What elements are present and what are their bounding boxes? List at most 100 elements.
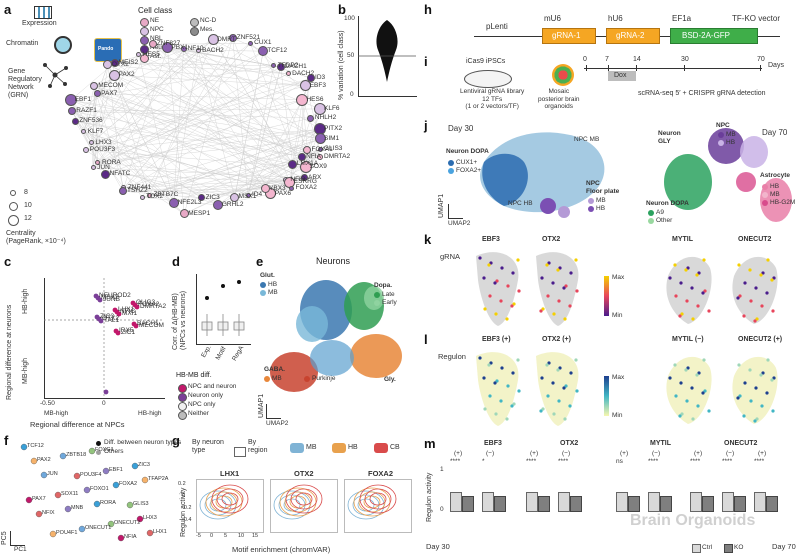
grn-edge [107, 64, 308, 151]
grn-edge [173, 50, 199, 203]
grn-node [68, 107, 77, 116]
grn-edge [183, 49, 272, 195]
umap-point [541, 407, 545, 411]
grn-edge [249, 43, 305, 179]
panel-c-label: c [4, 254, 12, 269]
c-point [133, 323, 139, 329]
h-hu6: hU6 [608, 14, 623, 23]
umap-point [489, 261, 493, 265]
grn-edge [91, 85, 306, 144]
f-point [20, 443, 28, 451]
f-gene-label: NFIA [124, 534, 137, 540]
e-item-label: Early [382, 299, 397, 306]
umap-point [482, 376, 486, 380]
chromatin-icon [54, 36, 72, 54]
grn-edge [184, 163, 293, 215]
c-gene-label: NFIC [120, 308, 136, 315]
centrality-12-dot [8, 215, 19, 226]
umap-point [551, 281, 555, 285]
grn-node [307, 74, 316, 83]
panel-i-label: i [424, 54, 428, 69]
grn-gene-label: ZBTB7C [153, 191, 179, 199]
umap-point [547, 361, 551, 365]
grn-gene-label: NF10 [187, 45, 204, 53]
umap-point [707, 409, 711, 413]
grn-node [228, 34, 237, 43]
umap-point [562, 386, 566, 390]
umap-point [737, 363, 741, 367]
grn-gene-label: NFIB [290, 176, 306, 183]
d-legend-dot [178, 402, 187, 411]
g-contour [199, 490, 237, 520]
umap-title: MYTIL [672, 236, 693, 243]
m-legend-ctrl: Ctrl [702, 544, 713, 551]
panel-c: NEUROD2 OLIG3 LHX1 ZIC3 BACH1 IRX5 MSX2 FOXA2 NF… [0, 254, 170, 434]
umap-point [766, 358, 770, 362]
grn-edge [234, 51, 264, 198]
g-region-swatch [332, 443, 346, 453]
f-gene-label: SOX11 [61, 491, 79, 497]
j-item-dot [762, 192, 768, 198]
centrality-label: Centrality (PageRank, ×10⁻⁴) [6, 230, 66, 245]
i-day-label: 14 [633, 56, 641, 63]
grn-edge [114, 75, 321, 157]
c-mb-high-x: MB-high [44, 410, 69, 417]
umap-point [539, 309, 543, 313]
grn-node [296, 93, 309, 106]
panel-i: iCas9 iPSCs Lentiviral gRNA library 12 T… [424, 54, 800, 116]
cellclass-dot [140, 27, 149, 36]
c-gene-label: OTX2 [102, 315, 119, 322]
grn-gene-label: GRHL2 [221, 200, 244, 208]
grn-edge [114, 75, 150, 196]
grn-node [285, 71, 291, 77]
d-cat-exp: Exp. [200, 344, 213, 359]
grn-edge [307, 108, 321, 151]
j-item-label: HB [770, 183, 780, 190]
j-item-label: CUX1+ [456, 159, 478, 166]
h-bsd-box [670, 28, 758, 44]
umap-plot [666, 256, 712, 324]
grn-gene-label: PAX2 [118, 71, 135, 79]
grn-gene-label: TFDP2 [277, 61, 299, 69]
h-grna2-box [606, 28, 660, 44]
grn-gene-label: ZIC3 [205, 193, 220, 201]
m-stars: **** [526, 458, 537, 465]
f-gene-label: LHX1 [153, 529, 167, 535]
i-dox-box [608, 71, 636, 81]
umap-point [511, 371, 515, 375]
e-item-dot [374, 300, 380, 306]
panel-g: By neuron type By region MB HB CB LHX1 OTX2… [172, 433, 422, 555]
umap-point [765, 291, 769, 295]
g-contour [353, 487, 391, 517]
g-contour [369, 492, 387, 506]
m-box-ko [628, 496, 640, 512]
f-gene-label: ONECUT2 [114, 520, 141, 526]
umap-shape [732, 356, 778, 424]
g-contour [216, 488, 244, 510]
grn-edge [75, 121, 303, 157]
grn-edge [212, 39, 293, 165]
e-item-dot [260, 290, 266, 296]
j-umap-day70 [664, 128, 792, 222]
umap-point [696, 304, 700, 308]
umap-point [680, 412, 684, 416]
g-xtick: 5 [224, 533, 228, 539]
grn-node [179, 209, 189, 219]
c-point [115, 330, 121, 336]
grn-edge [302, 99, 308, 151]
g-plot-frame [270, 479, 338, 533]
i-day-label: 0 [583, 56, 587, 63]
i-day-tick [760, 65, 761, 71]
g-xtick: 15 [252, 533, 259, 539]
g-xtick: 10 [238, 533, 245, 539]
panel-e: Neurons Glut. HB MB Dopa. Late Early GABA. MB Pu… [256, 254, 422, 434]
g-region-icon [234, 447, 246, 457]
i-dox: Dox [614, 72, 627, 79]
umap-point [505, 317, 509, 321]
grn-node [314, 133, 326, 145]
grn-edge [197, 50, 321, 130]
j-l30-neuron-dopa: Neuron DOPA [446, 148, 489, 155]
grn-gene-label: LHX3 [95, 138, 112, 146]
h-grna2: gRNA-2 [616, 31, 645, 40]
grn-node [300, 80, 312, 92]
